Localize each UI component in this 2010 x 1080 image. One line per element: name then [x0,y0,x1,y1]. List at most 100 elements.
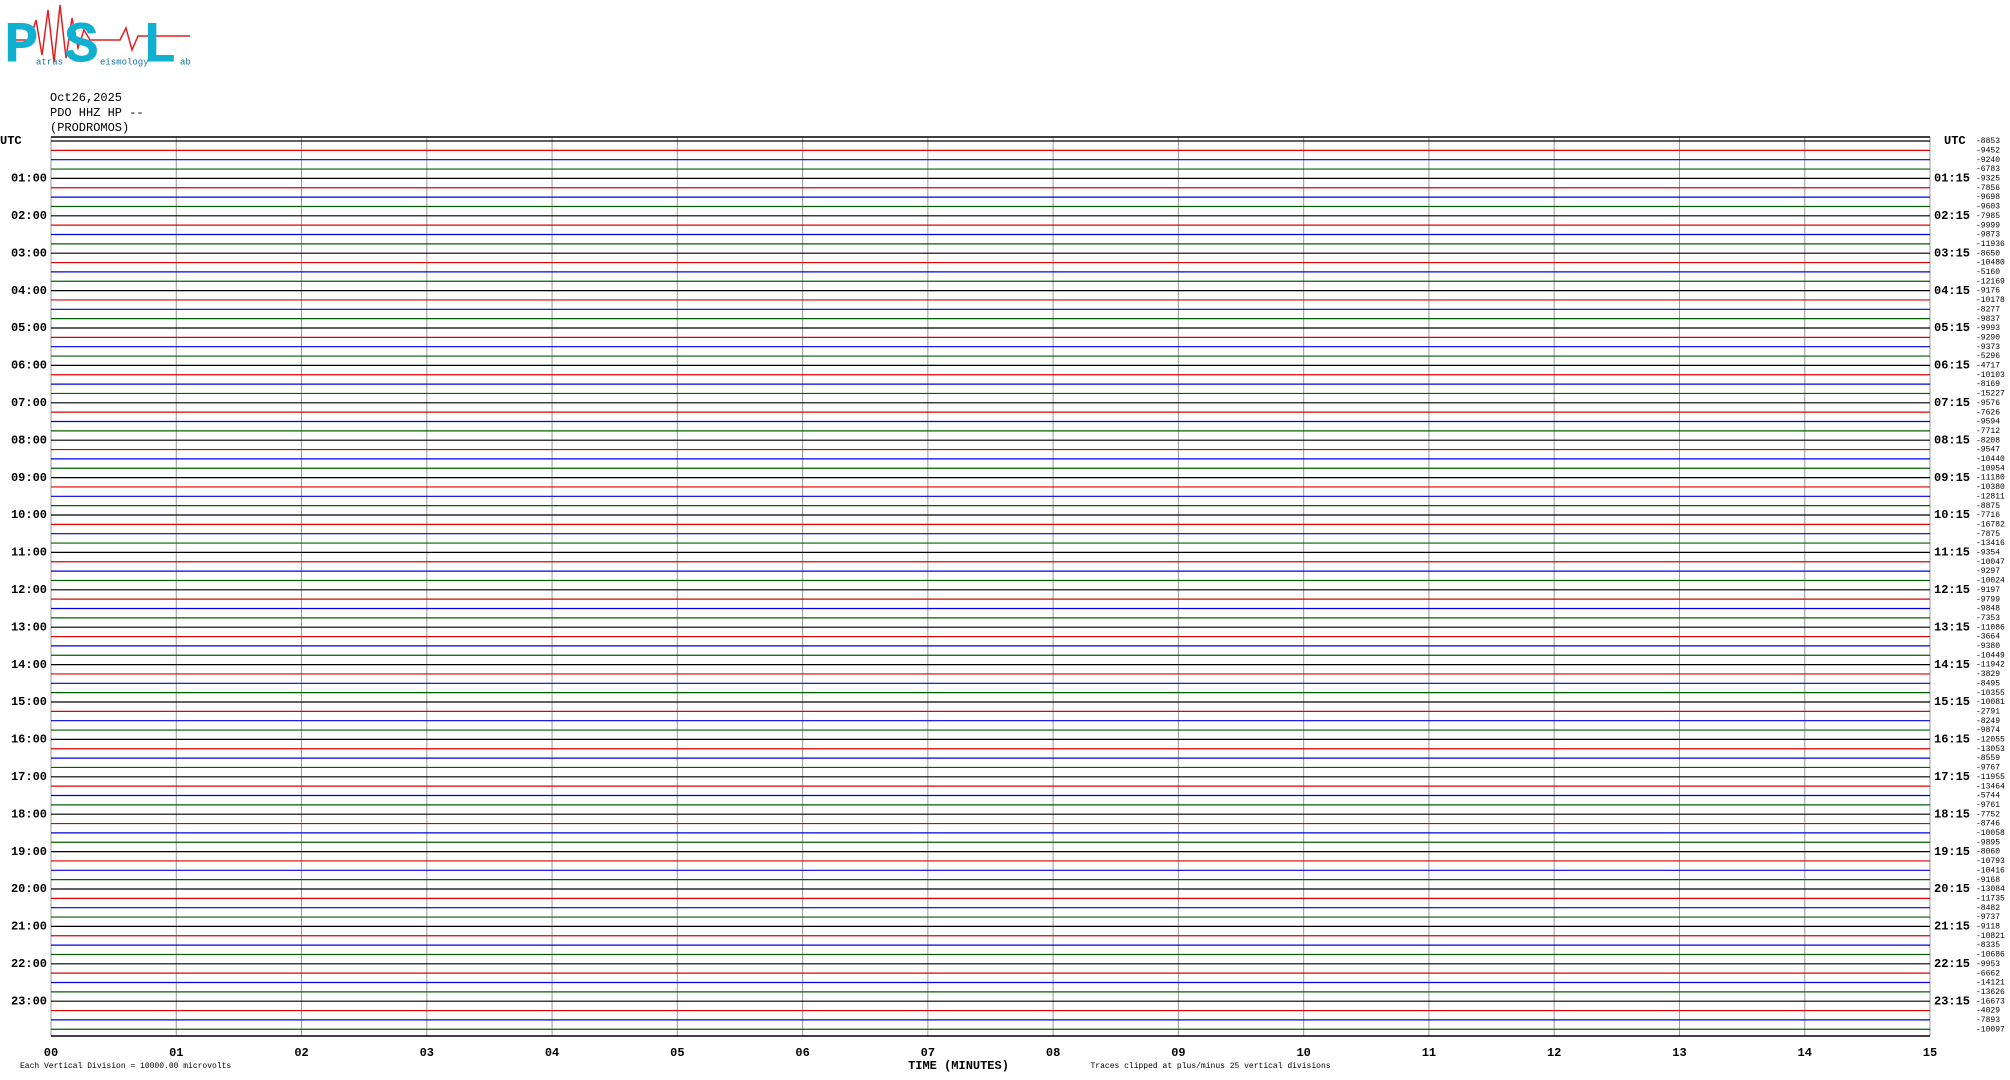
trace-value: -8746 [1976,820,2000,829]
x-tick-label: 13 [1672,1046,1686,1060]
trace-value: -5296 [1976,352,2000,361]
hour-label: 12:00 [11,583,47,597]
trace-value: -10793 [1976,857,2005,866]
logo-wave [8,4,190,63]
trace-value: -8249 [1976,717,2000,726]
trace-value: -8650 [1976,249,2000,258]
trace-value: -5160 [1976,268,2000,277]
hour-label: 18:15 [1934,807,1970,821]
hour-label: 04:15 [1934,284,1970,298]
trace-value: -9873 [1976,231,2000,240]
x-tick-label: 12 [1547,1046,1561,1060]
trace-value: -9993 [1976,324,2000,333]
trace-value: -9698 [1976,193,2000,202]
date: Oct26,2025 [50,91,122,105]
trace-value: -9380 [1976,642,2000,651]
trace-value: -13053 [1976,745,2005,754]
x-tick-label: 14 [1798,1046,1812,1060]
hour-label: 21:15 [1934,920,1970,934]
hour-label: 20:15 [1934,882,1970,896]
trace-value: -7716 [1976,511,2000,520]
trace-value: -10024 [1976,577,2005,586]
trace-value: -10047 [1976,558,2005,567]
trace-value: -9297 [1976,567,2000,576]
x-tick-label: 04 [545,1046,559,1060]
trace-value: -12811 [1976,492,2005,501]
trace-value: -13464 [1976,782,2005,791]
trace-value: -9118 [1976,923,2000,932]
trace-value: -12055 [1976,736,2005,745]
trace-value: -8169 [1976,380,2000,389]
hour-label: 11:15 [1934,546,1970,560]
hour-label: 12:15 [1934,583,1970,597]
trace-value: -10449 [1976,651,2005,660]
trace-value: -7893 [1976,1016,2000,1025]
hour-label: 05:00 [11,321,47,335]
trace-value: -7875 [1976,530,2000,539]
logo: P S L atras eismology ab [4,4,191,79]
hour-label: 07:00 [11,396,47,410]
x-tick-label: 15 [1923,1046,1937,1060]
x-tick-label: 09 [1171,1046,1185,1060]
trace-value: -11735 [1976,894,2005,903]
trace-value: -8060 [1976,848,2000,857]
station: PDO HHZ HP -- [50,106,144,120]
trace-value: -9837 [1976,315,2000,324]
logo-word: ab [180,57,191,67]
hour-label: 15:00 [11,695,47,709]
hour-label: 10:00 [11,508,47,522]
trace-value: -5744 [1976,792,2000,801]
logo-letter: L [142,14,177,79]
trace-value: -9767 [1976,764,2000,773]
hour-label: 08:15 [1934,433,1970,447]
trace-value: -10081 [1976,698,2005,707]
trace-value: -9874 [1976,726,2000,735]
hour-label: 22:15 [1934,957,1970,971]
trace-value: -10097 [1976,1025,2005,1034]
trace-value: -3664 [1976,633,2000,642]
trace-value: -12169 [1976,277,2005,286]
trace-value: -8559 [1976,754,2000,763]
trace-value: -10178 [1976,296,2005,305]
x-axis-label: TIME (MINUTES) [908,1059,1009,1073]
logo-letter: P [4,14,39,79]
hour-label: 13:15 [1934,620,1970,634]
trace-value: -11942 [1976,661,2005,670]
trace-value: -7626 [1976,408,2000,417]
x-tick-label: 02 [294,1046,308,1060]
trace-value: -8208 [1976,436,2000,445]
hour-label: 23:15 [1934,994,1970,1008]
trace-value: -9799 [1976,595,2000,604]
trace-value: -7985 [1976,212,2000,221]
trace-value: -10355 [1976,689,2005,698]
trace-value: -9547 [1976,446,2000,455]
trace-value: -2791 [1976,707,2000,716]
hour-label: 08:00 [11,433,47,447]
trace-value: -13626 [1976,988,2005,997]
trace-value: -16782 [1976,520,2005,529]
hour-label: 04:00 [11,284,47,298]
trace-value: -10821 [1976,932,2005,941]
trace-value: -13084 [1976,885,2005,894]
trace-value: -8495 [1976,679,2000,688]
trace-value: -9576 [1976,399,2000,408]
x-tick-label: 11 [1422,1046,1436,1060]
trace-value: -11180 [1976,474,2005,483]
trace-value: -10440 [1976,455,2005,464]
trace-value: -4029 [1976,1007,2000,1016]
hour-label: 07:15 [1934,396,1970,410]
trace-value: -10954 [1976,464,2005,473]
trace-value: -8875 [1976,502,2000,511]
trace-value: -9168 [1976,876,2000,885]
hour-label: 01:00 [11,172,47,186]
trace-value: -7856 [1976,184,2000,193]
trace-value: -9240 [1976,156,2000,165]
left-title: UTC [0,134,22,148]
trace-value: -7353 [1976,614,2000,623]
trace-value: -9953 [1976,960,2000,969]
hour-label: 10:15 [1934,508,1970,522]
hour-label: 11:00 [11,546,47,560]
logo-word: eismology [100,57,149,67]
trace-value: -8335 [1976,941,2000,950]
